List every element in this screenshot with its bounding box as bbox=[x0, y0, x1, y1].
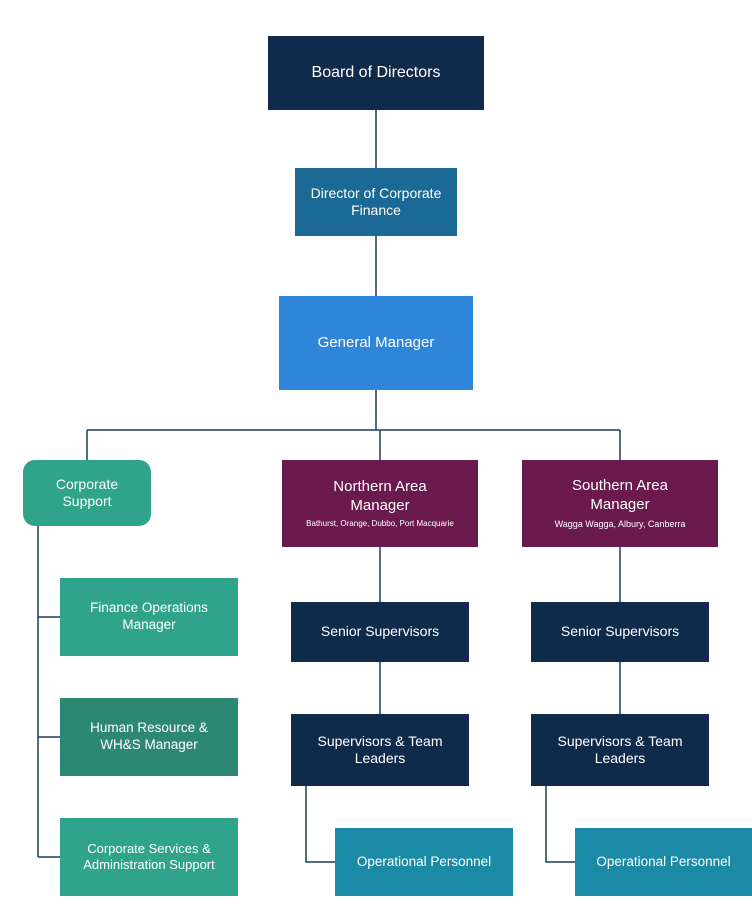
node-dir-fin: Director of CorporateFinance bbox=[295, 168, 457, 236]
node-label: Northern AreaManager bbox=[333, 478, 426, 516]
node-label: Finance OperationsManager bbox=[90, 600, 208, 634]
node-label: General Manager bbox=[318, 334, 435, 353]
node-label: Human Resource &WH&S Manager bbox=[90, 720, 208, 754]
node-fin-ops: Finance OperationsManager bbox=[60, 578, 238, 656]
node-label: Senior Supervisors bbox=[321, 623, 439, 641]
node-n-senior: Senior Supervisors bbox=[291, 602, 469, 662]
node-corp-support: CorporateSupport bbox=[23, 460, 151, 526]
node-sublabel: Wagga Wagga, Albury, Canberra bbox=[555, 519, 686, 530]
node-label: Operational Personnel bbox=[596, 854, 730, 871]
node-label: Corporate Services &Administration Suppo… bbox=[83, 841, 215, 874]
node-label: Board of Directors bbox=[312, 63, 441, 83]
node-s-ops: Operational Personnel bbox=[575, 828, 752, 896]
node-board: Board of Directors bbox=[268, 36, 484, 110]
node-label: Director of CorporateFinance bbox=[311, 185, 442, 220]
node-s-senior: Senior Supervisors bbox=[531, 602, 709, 662]
node-north-mgr: Northern AreaManager Bathurst, Orange, Du… bbox=[282, 460, 478, 547]
node-s-sup: Supervisors & TeamLeaders bbox=[531, 714, 709, 786]
node-n-sup: Supervisors & TeamLeaders bbox=[291, 714, 469, 786]
node-label: CorporateSupport bbox=[56, 476, 118, 511]
node-sublabel: Bathurst, Orange, Dubbo, Port Macquarie bbox=[306, 519, 454, 529]
node-n-ops: Operational Personnel bbox=[335, 828, 513, 896]
node-hr-whs: Human Resource &WH&S Manager bbox=[60, 698, 238, 776]
node-gm: General Manager bbox=[279, 296, 473, 390]
node-label: Operational Personnel bbox=[357, 854, 491, 871]
node-label: Supervisors & TeamLeaders bbox=[317, 733, 442, 768]
node-label: Senior Supervisors bbox=[561, 623, 679, 641]
node-label: Southern AreaManager bbox=[572, 477, 668, 515]
node-south-mgr: Southern AreaManager Wagga Wagga, Albury,… bbox=[522, 460, 718, 547]
node-label: Supervisors & TeamLeaders bbox=[557, 733, 682, 768]
node-corp-admin: Corporate Services &Administration Suppo… bbox=[60, 818, 238, 896]
